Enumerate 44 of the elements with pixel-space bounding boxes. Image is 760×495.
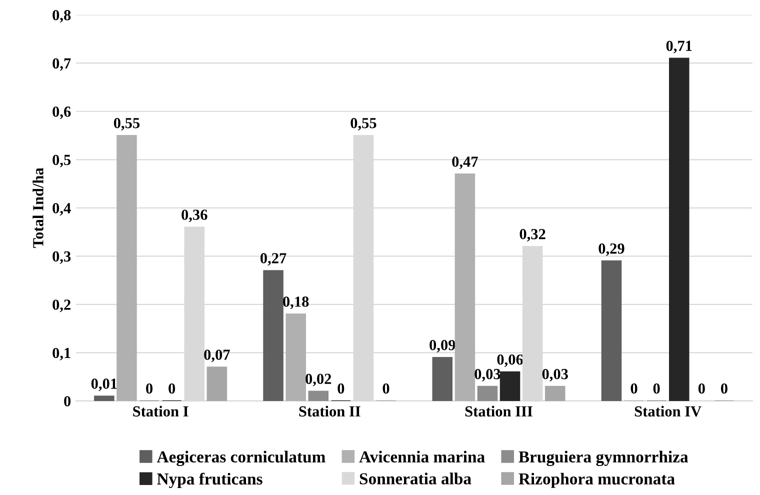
data-label: 0 (146, 383, 153, 394)
data-label: 0 (338, 383, 344, 394)
y-tick-label: 0,6 (52, 106, 71, 120)
y-tick-label: 0,5 (52, 154, 71, 168)
y-tick-label: 0,7 (52, 58, 71, 71)
y-tick-label: 0,2 (52, 300, 70, 312)
data-label: 0,07 (204, 350, 230, 362)
data-label: 0,03 (542, 368, 568, 382)
data-label: 0,03 (474, 368, 500, 382)
data-label: 0,09 (430, 340, 456, 352)
data-label: 0 (168, 383, 176, 394)
data-label: 0,32 (520, 228, 546, 242)
data-label: 0,55 (114, 118, 140, 130)
y-tick-label: 0,8 (52, 10, 71, 23)
data-label: 0 (720, 383, 728, 394)
data-label: 0,29 (598, 243, 624, 256)
y-tick-label: 0,3 (52, 251, 71, 264)
data-label: 0 (653, 383, 660, 394)
data-label: 0,55 (350, 118, 376, 130)
data-label: 0 (382, 383, 390, 394)
data-label: 0,18 (283, 296, 309, 310)
legend-label: Avicennia marina (359, 450, 485, 463)
legend-label: Rizophora mucronata (518, 472, 675, 488)
y-tick-label: 0,1 (52, 348, 70, 360)
data-label: 0 (698, 383, 705, 394)
data-label: 0,47 (452, 156, 478, 170)
x-tick-label: Station I (133, 406, 188, 417)
legend-label: Bruguiera gymnorrhiza (518, 450, 688, 466)
legend-label: Nypa fruticans (157, 472, 262, 488)
y-axis-title: Total Ind/ha (32, 168, 44, 248)
legend-label: Aegiceras corniculatum (156, 450, 326, 466)
data-label: 0,01 (91, 378, 117, 392)
data-label: 0,36 (182, 210, 208, 222)
data-label: 0 (630, 383, 638, 394)
data-label: 0,06 (497, 354, 523, 367)
y-tick-label: 0 (64, 396, 71, 406)
legend-label: Sonneratia alba (360, 472, 472, 484)
data-label: 0,71 (666, 40, 692, 54)
x-tick-label: Station II (299, 406, 360, 417)
x-tick-label: Station III (465, 406, 532, 417)
y-tick-label: 0,4 (52, 203, 71, 216)
data-label: 0,02 (306, 374, 332, 386)
x-tick-label: Station IV (634, 406, 702, 417)
data-label: 0,27 (260, 253, 286, 266)
